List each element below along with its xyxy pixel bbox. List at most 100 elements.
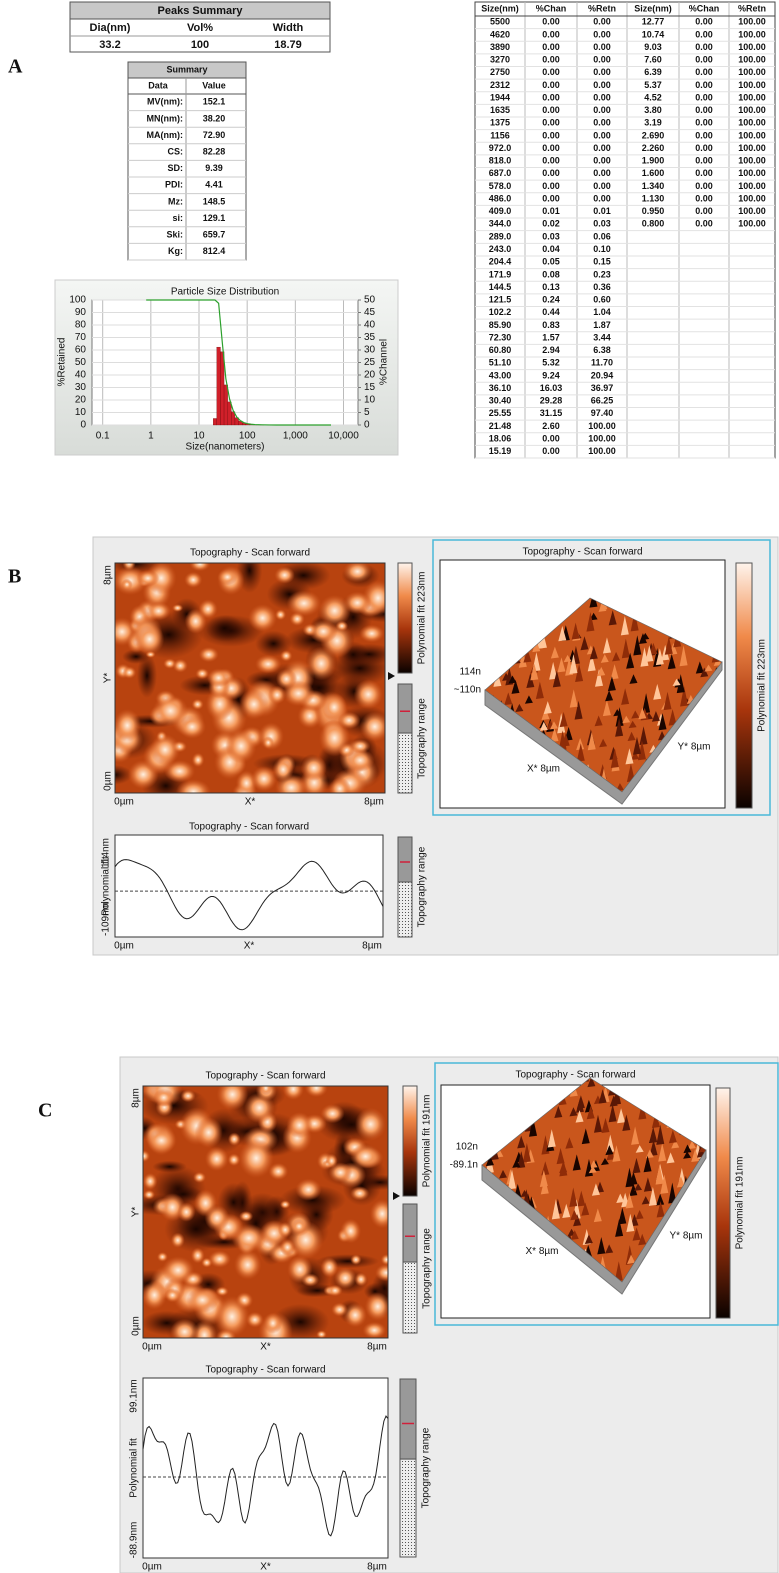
spike: [627, 731, 636, 742]
surface-edge: [481, 1077, 707, 1283]
grain: [274, 566, 295, 584]
spike: [629, 674, 638, 684]
range-label: Topography range: [417, 698, 428, 779]
table-cell: 687.0: [489, 168, 512, 178]
spike: [627, 1254, 636, 1265]
spike: [660, 1174, 669, 1194]
y-axis-label: -88.9nm: [129, 1522, 140, 1559]
spike: [576, 743, 585, 762]
y2-tick-label: 50: [364, 295, 376, 306]
spike: [656, 1193, 665, 1206]
colorbar: [397, 562, 413, 674]
table-cell: 0.00: [542, 17, 560, 27]
table-cell: 0.10: [593, 244, 611, 254]
grain: [195, 668, 210, 680]
spike: [649, 642, 658, 655]
x3d-label: X* 8µm: [526, 1246, 559, 1257]
table-cell: 100.00: [738, 29, 766, 39]
spike: [575, 663, 584, 682]
grain: [161, 1256, 195, 1285]
table-cell: 102.2: [489, 307, 512, 317]
spike: [577, 1190, 586, 1207]
table-cell: 0.00: [593, 29, 611, 39]
y-tick-label: 70: [75, 332, 87, 343]
y-axis-label: 99.1nm: [129, 1379, 140, 1412]
spike: [634, 1183, 643, 1191]
y-axis-label: 0µm: [103, 771, 114, 791]
spike: [526, 672, 535, 689]
grain: [280, 650, 293, 662]
spike: [569, 1187, 578, 1207]
table-cell: 1.04: [593, 307, 611, 317]
afm-image: [115, 563, 385, 793]
table-cell: 0.00: [542, 80, 560, 90]
table-cell: 0.950: [642, 206, 665, 216]
spike: [594, 715, 603, 727]
table-cell: 204.4: [489, 257, 512, 267]
grain: [350, 1143, 382, 1169]
spike: [668, 1182, 677, 1204]
spike: [643, 1177, 652, 1192]
grain: [121, 578, 133, 591]
spike: [602, 637, 611, 654]
table-title-bg: [69, 1, 331, 20]
x-axis-label: 0µm: [114, 941, 134, 952]
table-cell: 1.900: [642, 156, 665, 166]
spike: [664, 636, 673, 655]
spike: [602, 700, 611, 717]
spike: [511, 679, 520, 694]
spike: [625, 748, 634, 765]
grain: [170, 1318, 200, 1338]
table-cell: 4620: [490, 29, 510, 39]
spike: [629, 1171, 638, 1186]
table-cell: 100.00: [738, 55, 766, 65]
grain: [259, 1086, 273, 1096]
spike: [498, 1169, 507, 1179]
grain: [143, 1150, 151, 1163]
table-cell: 0.00: [695, 130, 713, 140]
dark-region: [115, 764, 133, 785]
table-cell: 0.00: [695, 42, 713, 52]
y2-tick-label: 10: [364, 395, 376, 406]
grain: [216, 1328, 237, 1338]
table-cell: 100.00: [738, 206, 766, 216]
table-cell: 0.01: [542, 206, 560, 216]
x3d-label: X* 8µm: [527, 764, 560, 775]
spike: [615, 707, 624, 727]
table-cell: 0.00: [542, 143, 560, 153]
grain: [190, 1247, 205, 1264]
grain: [152, 694, 189, 728]
table-cell: 6.38: [593, 345, 611, 355]
spike: [672, 678, 681, 686]
grain: [217, 568, 238, 586]
table-cell: 0.24: [542, 295, 560, 305]
grain: [343, 563, 372, 583]
table-cell: 0.00: [542, 193, 560, 203]
peaks-summary: Peaks Summary Dia(nm) 33.2 Vol% 100 Width 18.7…: [69, 1, 331, 53]
grain: [320, 1103, 345, 1124]
grain: [145, 563, 177, 595]
spike: [615, 718, 624, 737]
spike: [649, 1139, 658, 1156]
colorbar: [735, 562, 753, 809]
spike: [522, 1142, 531, 1163]
table-cell: 2.260: [642, 143, 665, 153]
grain: [282, 1086, 304, 1100]
table-cell: 0.00: [542, 118, 560, 128]
table-cell: 36.97: [591, 383, 614, 393]
spike: [605, 690, 614, 702]
table-cell: 72.90: [203, 130, 226, 140]
spike: [530, 663, 539, 681]
y-axis-label: 8µm: [131, 1088, 142, 1108]
table-cell: 0.00: [593, 42, 611, 52]
grain: [238, 1138, 274, 1179]
spike: [589, 1160, 598, 1169]
spike: [645, 1149, 654, 1159]
table-cell: 97.40: [591, 408, 614, 418]
profile-title: Topography - Scan forward: [205, 1365, 325, 1376]
colorbar-label: Polynomial fit 191nm: [422, 1095, 433, 1188]
y2-tick-label: 35: [364, 332, 376, 343]
table-cell: 0.00: [542, 168, 560, 178]
table-cell: 0.00: [695, 156, 713, 166]
